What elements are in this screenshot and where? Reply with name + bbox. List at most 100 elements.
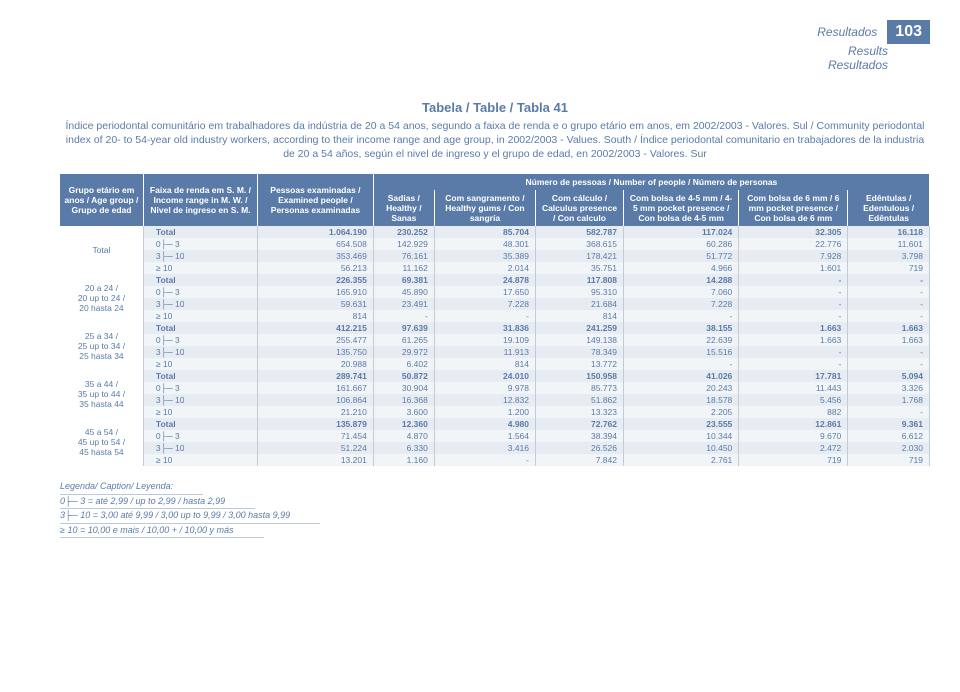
- page-number: 103: [887, 20, 930, 44]
- cell: 19.109: [434, 334, 535, 346]
- cell: 30.904: [373, 382, 434, 394]
- cell: 26.526: [536, 442, 624, 454]
- cell: 149.138: [536, 334, 624, 346]
- cell: 0├─ 3: [143, 334, 257, 346]
- page-header: Resultados 103 Results Resultados: [60, 20, 930, 72]
- col-income: Faixa de renda em S. M. / Income range i…: [143, 174, 257, 227]
- cell: 9.361: [848, 418, 930, 430]
- cell: 23.555: [624, 418, 739, 430]
- cell: 3├─ 10: [143, 298, 257, 310]
- cell: -: [434, 310, 535, 322]
- cell: 11.601: [848, 238, 930, 250]
- cell: 48.301: [434, 238, 535, 250]
- cell: -: [739, 310, 848, 322]
- group-label: 45 a 54 /45 up to 54 /45 hasta 54: [60, 418, 143, 466]
- cell: -: [848, 310, 930, 322]
- group-label: 35 a 44 /35 up to 44 /35 hasta 44: [60, 370, 143, 418]
- cell: 21.210: [258, 406, 374, 418]
- cell: 3.798: [848, 250, 930, 262]
- cell: 135.750: [258, 346, 374, 358]
- cell: 22.776: [739, 238, 848, 250]
- cell: 32.305: [739, 226, 848, 238]
- cell: -: [739, 358, 848, 370]
- table-subtitle: Índice periodontal comunitário em trabal…: [60, 119, 930, 162]
- cell: 29.972: [373, 346, 434, 358]
- cell: 3.326: [848, 382, 930, 394]
- cell: 1.160: [373, 454, 434, 466]
- cell: 85.704: [434, 226, 535, 238]
- hdr-results: Results: [60, 44, 888, 58]
- cell: -: [434, 454, 535, 466]
- cell: 882: [739, 406, 848, 418]
- cell: 5.094: [848, 370, 930, 382]
- group-label: 25 a 34 /25 up to 34 /25 hasta 34: [60, 322, 143, 370]
- cell: -: [624, 310, 739, 322]
- col-pocket45: Com bolsa de 4-5 mm / 4-5 mm pocket pres…: [624, 190, 739, 227]
- cell: 1.601: [739, 262, 848, 274]
- cell: 368.615: [536, 238, 624, 250]
- cell: 72.762: [536, 418, 624, 430]
- cell: 0├─ 3: [143, 382, 257, 394]
- cell: 1.564: [434, 430, 535, 442]
- cell: 24.878: [434, 274, 535, 286]
- cell: 14.288: [624, 274, 739, 286]
- cell: Total: [143, 370, 257, 382]
- cell: 2.205: [624, 406, 739, 418]
- cell: 22.639: [624, 334, 739, 346]
- cell: Total: [143, 274, 257, 286]
- group-label: Total: [60, 226, 143, 274]
- col-bleeding: Com sangramento / Healthy gums / Con san…: [434, 190, 535, 227]
- cell: 1.200: [434, 406, 535, 418]
- cell: 41.026: [624, 370, 739, 382]
- cell: 2.472: [739, 442, 848, 454]
- cell: ≥ 10: [143, 454, 257, 466]
- cell: 17.650: [434, 286, 535, 298]
- cell: 61.265: [373, 334, 434, 346]
- cell: 51.224: [258, 442, 374, 454]
- data-table: Grupo etário em anos / Age group / Grupo…: [60, 174, 930, 467]
- cell: 20.988: [258, 358, 374, 370]
- cell: 117.808: [536, 274, 624, 286]
- col-healthy: Sadias / Healthy / Sanas: [373, 190, 434, 227]
- cell: 10.344: [624, 430, 739, 442]
- cell: 142.929: [373, 238, 434, 250]
- cell: 31.836: [434, 322, 535, 334]
- cell: 1.663: [739, 334, 848, 346]
- cell: 6.330: [373, 442, 434, 454]
- cell: 3.416: [434, 442, 535, 454]
- col-examined: Pessoas examinadas / Examined people / P…: [258, 174, 374, 227]
- cell: -: [848, 346, 930, 358]
- cell: 9.670: [739, 430, 848, 442]
- cell: 106.864: [258, 394, 374, 406]
- cell: 3├─ 10: [143, 346, 257, 358]
- legend-l1: 0├─ 3 = até 2,99 / up to 2,99 / hasta 2,…: [60, 495, 255, 510]
- cell: -: [848, 406, 930, 418]
- col-span-people: Número de pessoas / Number of people / N…: [373, 174, 929, 190]
- cell: 59.631: [258, 298, 374, 310]
- cell: 719: [848, 262, 930, 274]
- cell: 85.773: [536, 382, 624, 394]
- cell: 814: [434, 358, 535, 370]
- cell: 814: [536, 310, 624, 322]
- cell: -: [739, 274, 848, 286]
- cell: 10.450: [624, 442, 739, 454]
- cell: 7.928: [739, 250, 848, 262]
- cell: 23.491: [373, 298, 434, 310]
- cell: -: [739, 286, 848, 298]
- legend-l3: ≥ 10 = 10,00 e mais / 10,00 + / 10,00 y …: [60, 524, 264, 539]
- cell: 18.578: [624, 394, 739, 406]
- cell: 11.162: [373, 262, 434, 274]
- cell: 1.064.190: [258, 226, 374, 238]
- cell: 719: [739, 454, 848, 466]
- col-edentulous: Edêntulas / Edentulous / Edêntulas: [848, 190, 930, 227]
- cell: ≥ 10: [143, 262, 257, 274]
- cell: 51.862: [536, 394, 624, 406]
- hdr-resultados: Resultados: [817, 25, 877, 39]
- legend-title: Legenda/ Caption/ Leyenda:: [60, 480, 203, 495]
- cell: 3├─ 10: [143, 394, 257, 406]
- cell: 11.913: [434, 346, 535, 358]
- cell: 165.910: [258, 286, 374, 298]
- cell: 76.161: [373, 250, 434, 262]
- cell: 15.516: [624, 346, 739, 358]
- col-pocket6: Com bolsa de 6 mm / 6 mm pocket presence…: [739, 190, 848, 227]
